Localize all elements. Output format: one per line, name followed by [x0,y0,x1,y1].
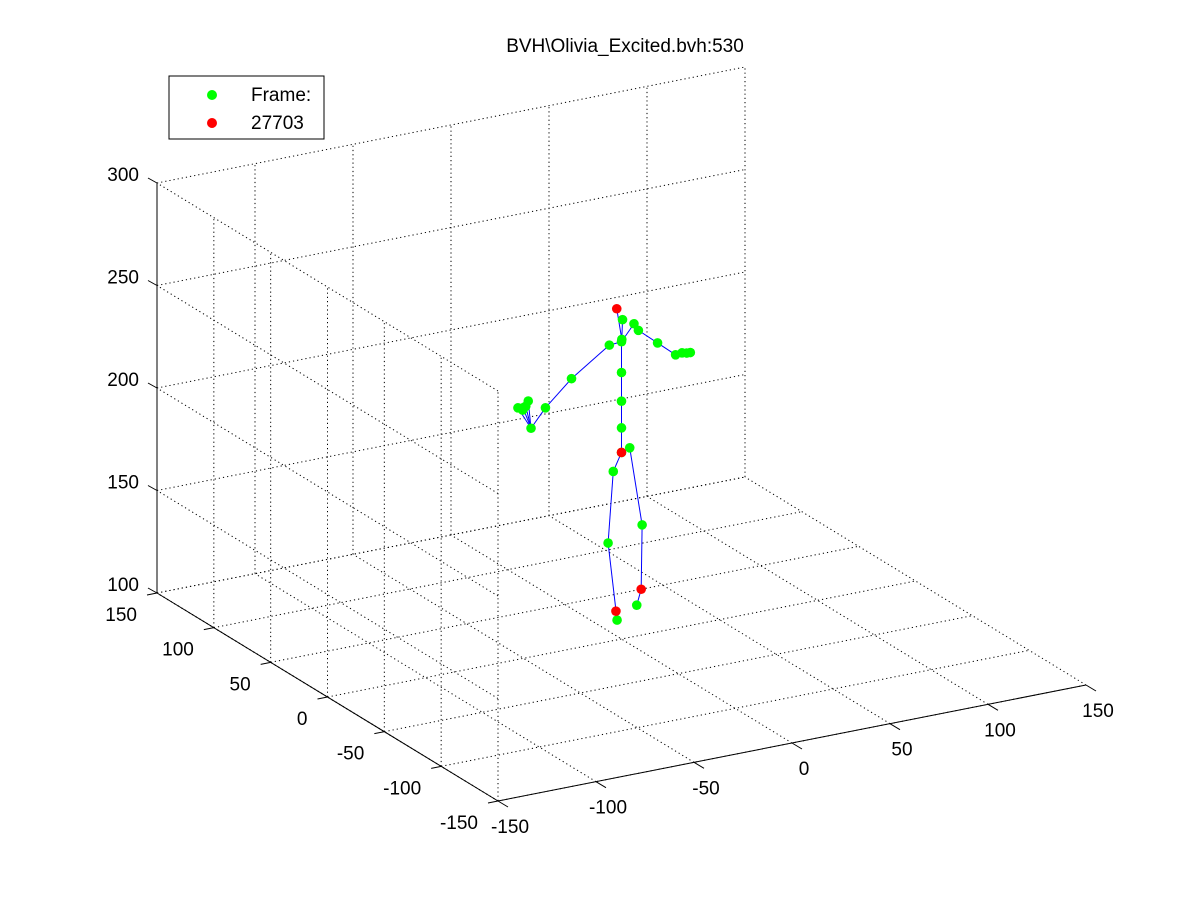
z-tick-label: 200 [107,370,139,391]
bone-layer [517,308,691,621]
floor-grid-line-y [270,545,859,663]
joint-point [517,405,528,415]
y-tick-label: 150 [105,605,137,626]
skeleton-bone [571,344,610,380]
z-tick-mark [147,382,158,389]
z-tick-mark [147,280,158,286]
x-tick-label: -50 [692,778,719,799]
legend-label-number: 27703 [251,113,304,134]
grid-layer [156,66,1087,802]
skeleton-bone [640,524,643,590]
x-tick-mark [791,742,803,750]
z-tick-label: 150 [107,473,139,494]
root-joint-point [611,606,621,616]
floor-grid-line-y [327,580,916,698]
x-tick-label: -100 [589,798,627,819]
skeleton-bone [607,471,614,544]
root-joint-point [616,447,627,458]
x-tick-mark [497,800,509,808]
skeleton-bone [629,447,643,525]
skeleton-bone [545,378,572,409]
joint-point [617,314,628,325]
left-wall-grid-horizontal [156,490,499,699]
x-tick-mark [693,761,705,769]
joint-point [637,520,647,530]
y-tick-mark [487,800,499,804]
y-tick-label: -150 [440,813,478,834]
joint-point [523,396,534,406]
y-tick-mark [146,592,158,596]
x-tick-label: 50 [891,740,912,761]
joint-point [608,466,619,477]
y-tick-label: -50 [337,744,364,765]
floor-grid-line-y [441,649,1030,767]
y-tick-mark [260,661,271,665]
joint-point [616,396,627,407]
legend-label-frame: Frame: [251,85,311,106]
joint-layer [513,303,696,625]
joint-point [631,600,642,610]
z-tick-mark [147,485,158,491]
y-tick-label: -100 [383,778,421,799]
joint-point [612,615,622,625]
joint-point [633,325,644,336]
z-tick-label: 300 [107,165,139,186]
joint-point [616,423,627,433]
root-joint-point [611,303,622,314]
floor-grid-line-y [384,615,973,733]
skeleton-bone [616,308,623,340]
x-tick-label: 100 [984,720,1016,741]
left-wall-grid-horizontal [156,182,499,392]
z-tick-label: 250 [107,268,139,289]
z-tick-mark [147,587,158,594]
x-tick-label: 0 [799,759,810,780]
floor-grid-line-x [254,573,597,783]
y-tick-mark [431,765,442,769]
y-tick-mark [317,696,328,700]
floor-grid-line-x [646,495,989,705]
legend: Frame: 27703 [168,75,325,140]
x-tick-label: -150 [491,817,529,838]
root-joint-point [636,584,646,595]
axis-layer [146,177,1097,808]
chart-title: BVH\Olivia_Excited.bvh:530 [506,36,744,57]
tick-label-layer: -150 -100 -50 0 50 100 150 -150 -100 -50 0 50 100 150… [105,165,1114,838]
y-tick-mark [203,627,214,631]
y-tick-label: 0 [297,709,308,730]
y-tick-label: 100 [162,640,194,661]
legend-marker-frame [207,90,217,100]
left-wall-grid-horizontal [156,387,499,597]
floor-grid-line-x [352,553,695,763]
legend-marker-number [207,118,217,128]
joint-point [603,538,613,548]
x-tick-mark [595,781,607,789]
joint-point [616,367,627,378]
x-tick-mark [889,723,901,731]
z-tick-mark [147,177,158,184]
z-tick-label: 100 [107,575,139,596]
y-tick-label: 50 [230,674,251,695]
floor-grid-line-x [450,534,793,744]
joint-point [604,340,615,350]
joint-point [617,334,627,345]
y-tick-mark [374,731,385,735]
x-tick-label: 150 [1082,701,1114,722]
left-wall-grid-horizontal [156,285,499,494]
legend-box [168,75,325,140]
joint-point [526,423,536,434]
joint-point [624,443,635,453]
joint-point [566,373,577,384]
joint-point [685,347,696,358]
floor-grid-line-x [744,476,1087,686]
joint-point [652,338,663,348]
x-tick-mark [1085,684,1097,692]
joint-point [540,403,551,413]
x-tick-mark [987,703,999,711]
